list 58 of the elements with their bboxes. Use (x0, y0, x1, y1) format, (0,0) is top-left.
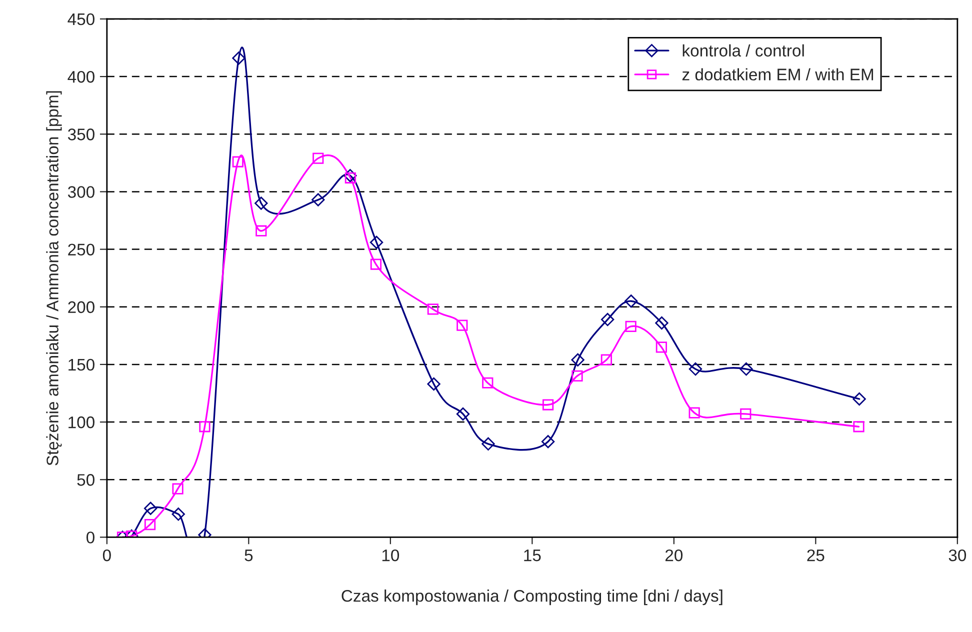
y-tick-label: 350 (68, 128, 94, 140)
y-tick-label: 250 (68, 244, 94, 256)
point (344, 172, 356, 184)
point (656, 342, 667, 353)
y-tick-label: 400 (68, 70, 94, 83)
point (254, 196, 268, 210)
point (427, 304, 438, 315)
x-tick-label: 15 (524, 550, 541, 562)
point (740, 408, 752, 420)
point (172, 508, 185, 521)
point (688, 362, 702, 376)
x-tick-label: 10 (382, 549, 400, 562)
point (482, 377, 494, 388)
point (172, 483, 184, 494)
y-axis-title: Stężenie amoniaku / Ammonia concentration [ppm] (46, 91, 62, 466)
point (232, 52, 246, 65)
point (199, 421, 210, 432)
y-tick-label: 300 (68, 186, 94, 198)
point (456, 407, 470, 421)
y-tick-label: 200 (68, 301, 94, 314)
x-tick-label: 5 (244, 550, 253, 562)
x-tick-label: 0 (102, 549, 111, 562)
point (852, 392, 866, 406)
point (232, 156, 244, 168)
point (688, 407, 700, 418)
point (144, 518, 156, 530)
point (571, 353, 584, 366)
x-tick-label: 20 (665, 549, 683, 562)
y-tick-label: 450 (68, 13, 94, 26)
point (312, 152, 324, 164)
point (456, 320, 468, 331)
y-tick-label: 150 (68, 358, 94, 371)
point (370, 236, 384, 249)
point (600, 312, 614, 326)
x-tick-label: 30 (948, 549, 966, 562)
point (624, 294, 638, 308)
point (740, 362, 753, 376)
y-tick-label: 0 (86, 532, 94, 544)
point (427, 377, 440, 391)
point (625, 320, 636, 332)
point (144, 502, 158, 515)
point (572, 370, 583, 382)
legend-label: z dodatkiem EM / with EM (682, 68, 874, 80)
y-tick-label: 100 (68, 416, 94, 428)
point (542, 399, 554, 410)
y-tick-label: 50 (77, 474, 94, 486)
legend-label: kontrola / control (682, 44, 804, 57)
point (482, 437, 495, 451)
point (312, 193, 325, 206)
point (541, 435, 555, 448)
x-tick-label: 25 (807, 549, 824, 562)
point (655, 316, 668, 330)
point (344, 168, 357, 182)
point (370, 258, 382, 270)
point (853, 421, 864, 432)
x-axis-title: Czas kompostowania / Composting time [dni / days] (342, 590, 722, 606)
point (256, 225, 267, 236)
point (600, 354, 612, 366)
